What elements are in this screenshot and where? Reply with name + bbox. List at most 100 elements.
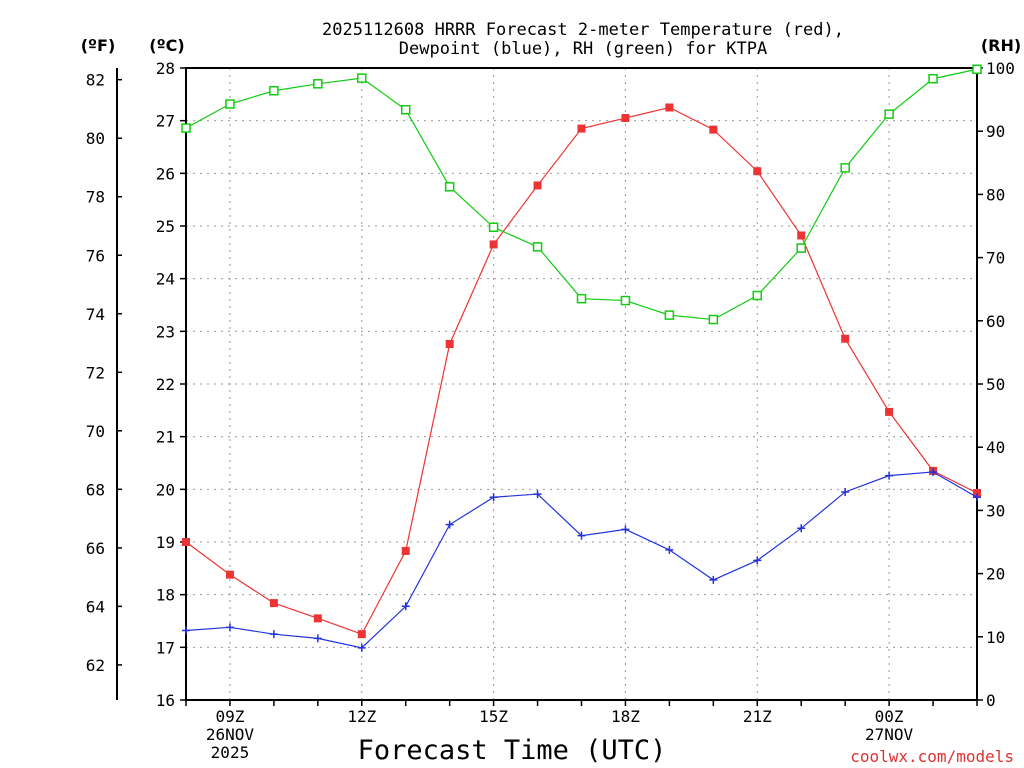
x-tick-label: 12Z: [347, 707, 376, 726]
data-point: [182, 626, 190, 635]
rh-unit-label: (RH): [981, 36, 1021, 55]
data-point: [576, 293, 587, 304]
fahrenheit-tick-label: 78: [86, 188, 105, 207]
data-point: [797, 231, 806, 240]
fahrenheit-unit-label: (ºF): [81, 36, 116, 55]
chart-title-line1: 2025112608 HRRR Forecast 2-meter Tempera…: [322, 20, 844, 40]
x-tick-label: 26NOV: [206, 725, 255, 744]
series-dewpoint: [182, 467, 981, 652]
rh-tick-label: 30: [986, 501, 1005, 520]
data-point: [796, 243, 806, 253]
series-line: [185, 68, 978, 321]
celsius-tick-label: 16: [156, 691, 175, 710]
data-point: [621, 525, 630, 534]
rh-tick-label: 20: [986, 565, 1005, 584]
x-axis-label: Forecast Time (UTC): [358, 735, 667, 766]
data-point: [709, 125, 718, 134]
data-point: [577, 124, 586, 133]
axes-layer: [116, 67, 978, 701]
fahrenheit-tick-label: 62: [86, 656, 105, 675]
data-point: [753, 167, 762, 176]
data-point: [357, 73, 367, 83]
fahrenheit-tick-label: 68: [86, 480, 105, 499]
data-point: [620, 295, 631, 306]
data-point: [929, 467, 938, 476]
x-tick-label: 18Z: [611, 707, 640, 726]
celsius-unit-label: (ºC): [149, 36, 184, 55]
data-point: [884, 109, 894, 119]
data-point: [182, 538, 190, 546]
data-point: [181, 123, 191, 133]
data-point: [665, 545, 674, 554]
celsius-tick-label: 28: [156, 59, 175, 78]
data-point: [445, 520, 454, 529]
series-temperature: [182, 103, 981, 639]
x-tick-label: 27NOV: [865, 725, 914, 744]
x-tick-label: 09Z: [215, 707, 244, 726]
chart-title-line2: Dewpoint (blue), RH (green) for KTPA: [399, 39, 767, 59]
rh-tick-label: 0: [986, 691, 996, 710]
data-point: [313, 634, 322, 643]
fahrenheit-tick-label: 80: [86, 129, 105, 148]
data-point: [225, 99, 235, 109]
celsius-tick-label: 19: [156, 533, 175, 552]
fahrenheit-tick-label: 66: [86, 539, 105, 558]
data-point: [225, 570, 234, 579]
fahrenheit-tick-label: 70: [86, 422, 105, 441]
data-point: [444, 182, 455, 192]
series-line: [185, 106, 978, 635]
celsius-tick-label: 21: [156, 428, 175, 447]
celsius-tick-label: 26: [156, 164, 175, 183]
x-tick-label: 2025: [211, 743, 250, 762]
rh-tick-label: 40: [986, 438, 1005, 457]
data-point: [269, 86, 279, 96]
rh-tick-label: 60: [986, 312, 1005, 331]
data-point: [841, 487, 850, 496]
data-point: [841, 334, 850, 343]
data-point: [664, 310, 675, 320]
data-point: [313, 614, 322, 623]
credit-text: coolwx.com/models: [850, 747, 1014, 766]
data-point: [753, 556, 762, 565]
rh-tick-label: 50: [986, 375, 1005, 394]
data-point: [533, 181, 542, 190]
data-point: [269, 599, 278, 608]
celsius-tick-label: 24: [156, 270, 175, 289]
celsius-tick-label: 23: [156, 322, 175, 341]
rh-tick-label: 80: [986, 185, 1005, 204]
fahrenheit-tick-label: 76: [86, 246, 105, 265]
data-point: [665, 103, 674, 112]
data-point: [709, 575, 718, 584]
celsius-tick-label: 17: [156, 638, 175, 657]
data-point: [708, 314, 719, 325]
celsius-tick-label: 18: [156, 586, 175, 605]
data-point: [533, 490, 542, 499]
ticks-layer: 16 17 18 19 20 21 22 23 24 25 26 27 28 62 64 66 68 70 72 74…: [86, 59, 1015, 762]
data-point: [885, 407, 894, 416]
celsius-tick-label: 20: [156, 480, 175, 499]
rh-tick-label: 70: [986, 249, 1005, 268]
celsius-tick-label: 22: [156, 375, 175, 394]
fahrenheit-tick-label: 74: [86, 305, 105, 324]
x-tick-label: 21Z: [743, 707, 772, 726]
data-point: [357, 630, 366, 639]
rh-tick-label: 10: [986, 628, 1005, 647]
series-line: [185, 471, 978, 649]
data-point: [489, 240, 498, 249]
data-point: [928, 73, 938, 84]
data-point: [445, 339, 454, 348]
data-point: [357, 643, 366, 652]
grid-layer: [186, 68, 977, 700]
data-point: [401, 602, 410, 611]
data-point: [752, 290, 763, 301]
data-point: [489, 493, 498, 502]
rh-tick-label: 90: [986, 122, 1005, 141]
data-point: [225, 623, 234, 632]
data-point: [840, 163, 850, 173]
celsius-tick-label: 27: [156, 112, 175, 131]
data-point: [621, 114, 630, 123]
series-rh: [181, 64, 982, 325]
data-point: [532, 242, 543, 252]
rh-tick-label: 100: [986, 59, 1015, 78]
